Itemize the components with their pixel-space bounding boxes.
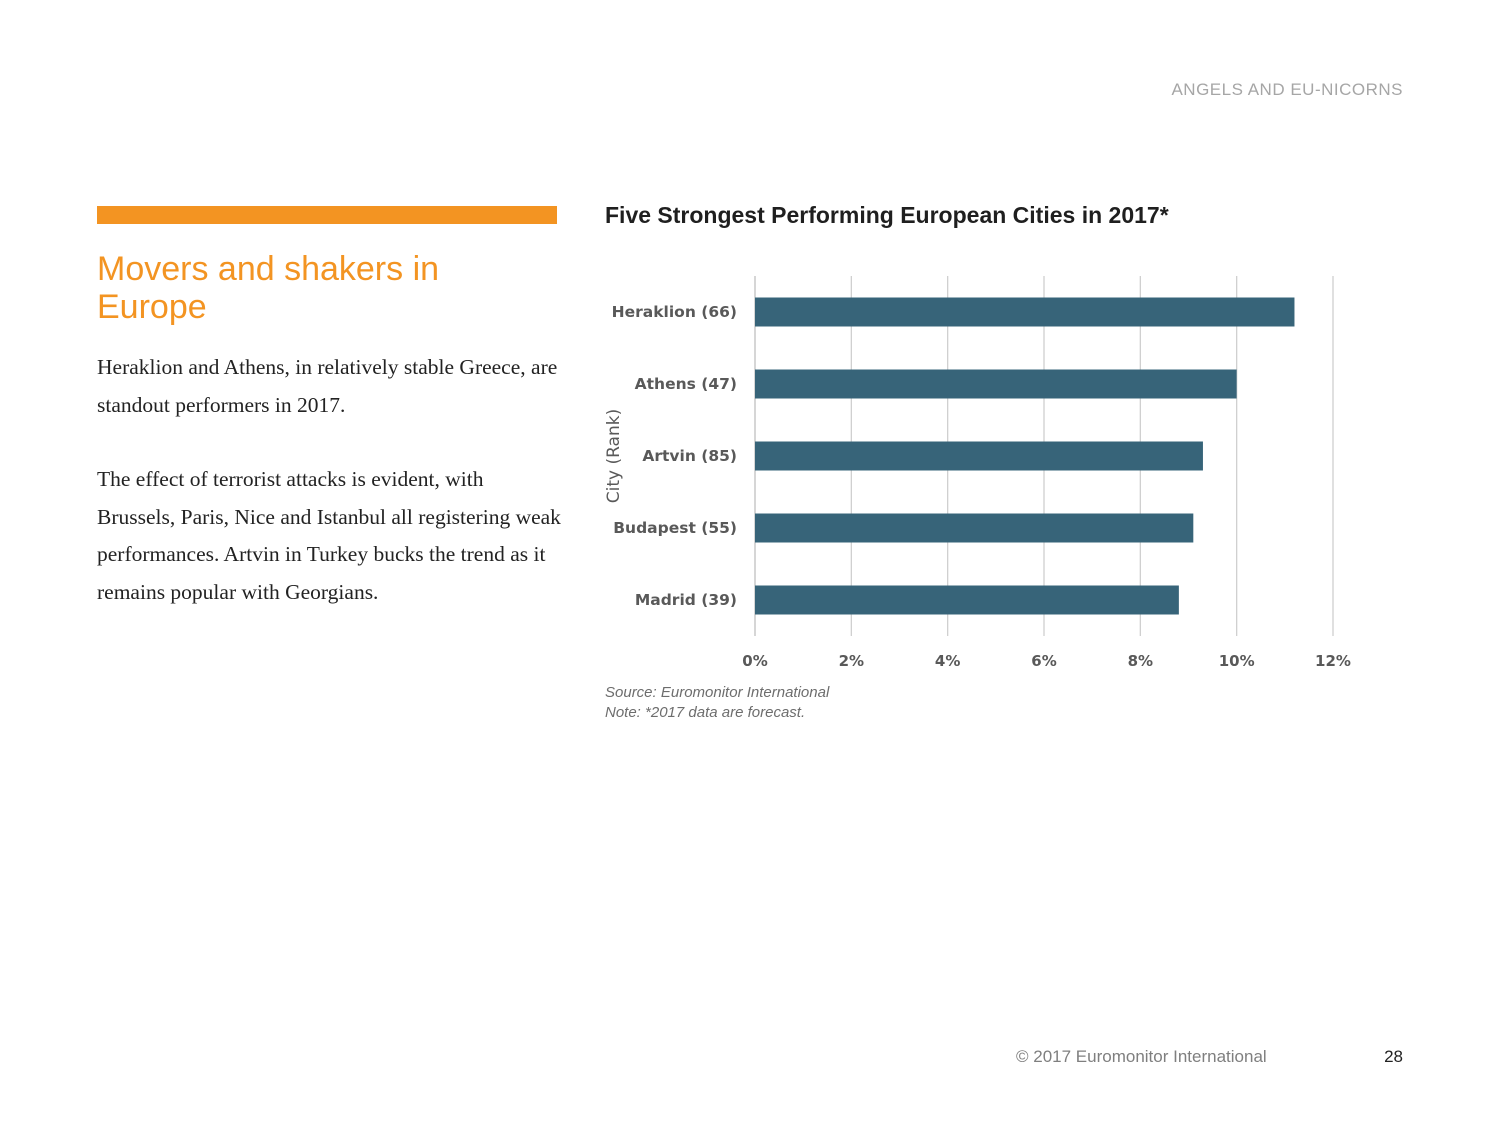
x-tick-label: 10% <box>1219 652 1255 670</box>
bar-chart: 0% 2% 4% 6% 8% 10% 12% Heraklion (66) Athens (47… <box>604 276 1351 670</box>
bar <box>755 585 1179 615</box>
category-label: Athens (47) <box>635 375 737 393</box>
body-paragraph: Heraklion and Athens, in relatively stab… <box>97 355 558 417</box>
header-label: ANGELS AND EU-NICORNS <box>1171 80 1403 99</box>
bar <box>755 441 1203 471</box>
category-label: Heraklion (66) <box>612 303 737 321</box>
bar <box>755 513 1194 543</box>
bar <box>755 297 1295 327</box>
note-text: Note: *2017 data are forecast. <box>605 704 806 721</box>
y-axis-label: City (Rank) <box>604 409 624 503</box>
chart-notes: Source: Euromonitor International Note: … <box>605 683 829 723</box>
accent-bar <box>97 206 557 224</box>
chart-title: Five Strongest Performing European Citie… <box>605 202 1169 228</box>
category-label: Budapest (55) <box>613 519 737 537</box>
x-tick-label: 12% <box>1315 652 1351 670</box>
copyright: © 2017 Euromonitor International <box>1016 1047 1267 1066</box>
x-tick-label: 0% <box>742 652 767 670</box>
page-number: 28 <box>1384 1047 1403 1066</box>
bar <box>755 369 1237 399</box>
x-tick-label: 4% <box>935 652 960 670</box>
category-label: Madrid (39) <box>635 591 737 609</box>
category-label: Artvin (85) <box>642 447 737 465</box>
source-text: Source: Euromonitor International <box>605 684 830 701</box>
section-title: Movers and shakers in Europe <box>97 250 440 326</box>
x-tick-label: 2% <box>839 652 864 670</box>
body-paragraph: The effect of terrorist attacks is evide… <box>97 467 561 604</box>
x-tick-label: 8% <box>1128 652 1153 670</box>
x-tick-label: 6% <box>1031 652 1056 670</box>
